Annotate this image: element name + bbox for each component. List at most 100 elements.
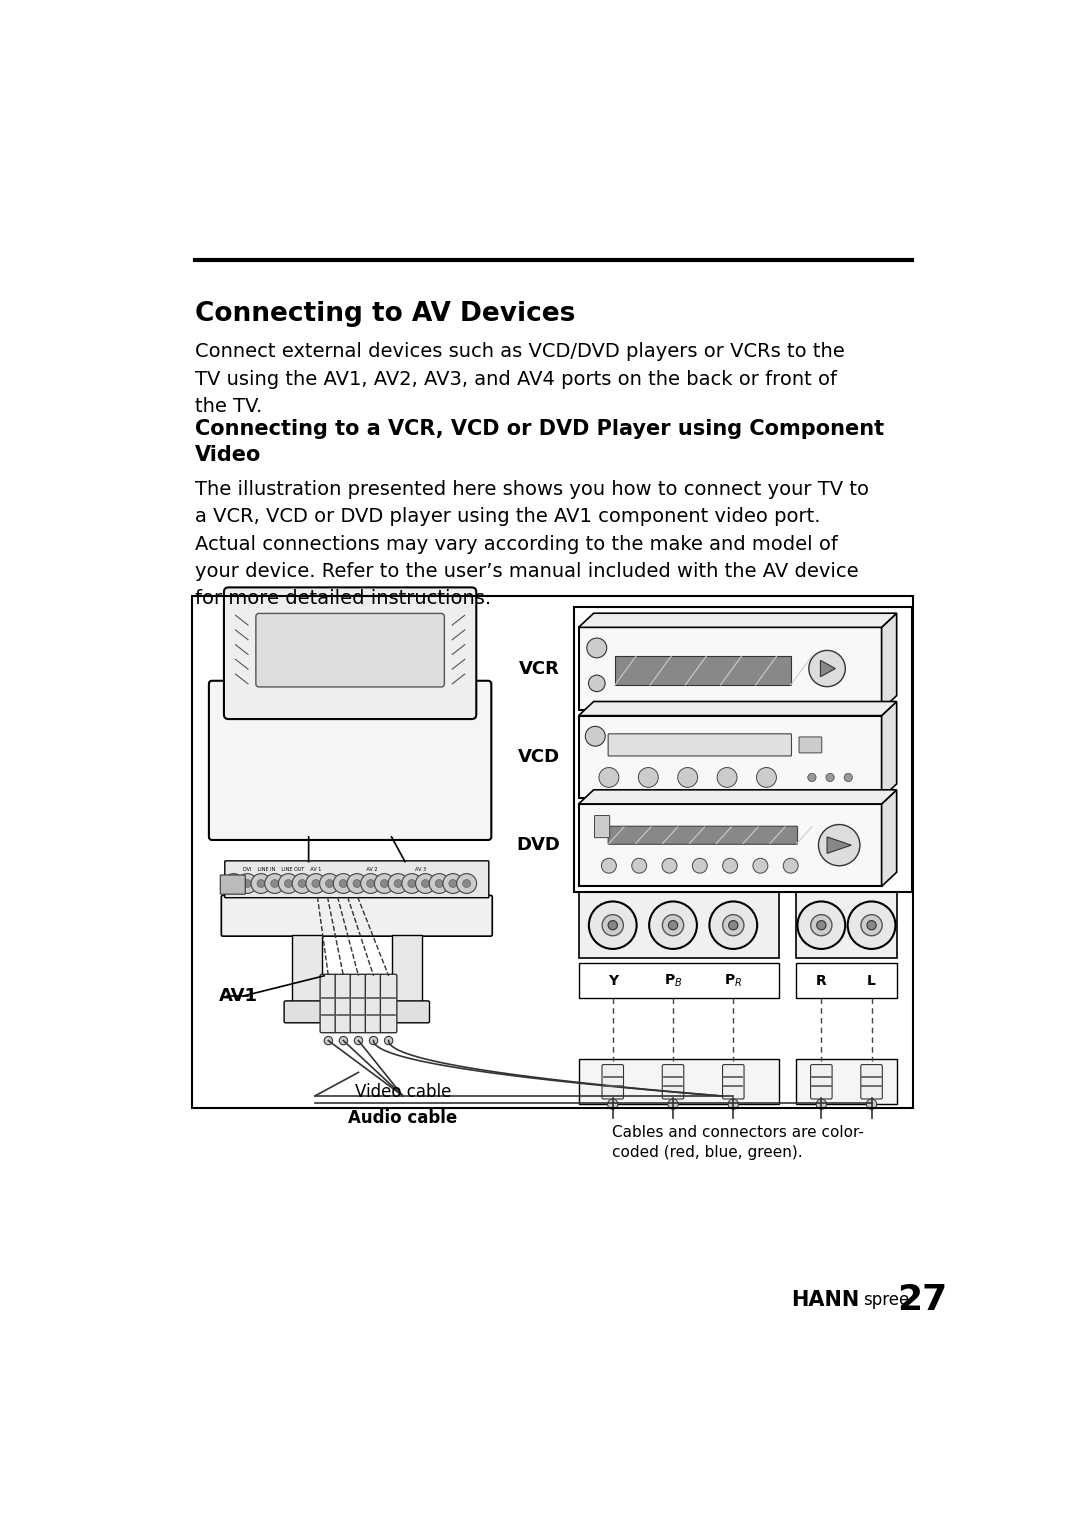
- Text: Connecting to AV Devices: Connecting to AV Devices: [195, 301, 576, 327]
- Text: Connecting to a VCR, VCD or DVD Player using Component
Video: Connecting to a VCR, VCD or DVD Player u…: [195, 419, 885, 465]
- Circle shape: [797, 902, 846, 950]
- Circle shape: [369, 1037, 378, 1044]
- Polygon shape: [881, 790, 896, 887]
- Text: Connect external devices such as VCD/DVD players or VCRs to the
TV using the AV1: Connect external devices such as VCD/DVD…: [195, 342, 845, 416]
- Circle shape: [347, 873, 367, 893]
- FancyBboxPatch shape: [811, 1064, 832, 1099]
- Bar: [579, 963, 780, 998]
- Circle shape: [649, 902, 697, 950]
- Circle shape: [692, 858, 707, 873]
- Circle shape: [608, 920, 618, 930]
- Circle shape: [457, 873, 476, 893]
- FancyBboxPatch shape: [602, 1064, 623, 1099]
- Text: VCR: VCR: [519, 659, 561, 677]
- Circle shape: [848, 902, 895, 950]
- FancyBboxPatch shape: [335, 974, 352, 1032]
- FancyBboxPatch shape: [799, 737, 822, 752]
- Circle shape: [809, 650, 846, 687]
- Text: 27: 27: [896, 1283, 947, 1316]
- Circle shape: [756, 768, 777, 787]
- Circle shape: [710, 902, 757, 950]
- Circle shape: [284, 879, 293, 887]
- Circle shape: [602, 858, 617, 873]
- FancyBboxPatch shape: [380, 974, 396, 1032]
- Circle shape: [320, 873, 339, 893]
- Circle shape: [334, 873, 353, 893]
- Circle shape: [585, 726, 605, 746]
- Circle shape: [811, 914, 832, 936]
- Circle shape: [753, 858, 768, 873]
- Circle shape: [783, 858, 798, 873]
- Bar: [796, 893, 896, 959]
- Bar: [392, 934, 422, 1011]
- FancyBboxPatch shape: [384, 1001, 430, 1023]
- Circle shape: [808, 774, 816, 781]
- Circle shape: [662, 858, 677, 873]
- FancyBboxPatch shape: [861, 1064, 882, 1099]
- Circle shape: [298, 879, 306, 887]
- Polygon shape: [881, 702, 896, 798]
- Circle shape: [312, 879, 320, 887]
- Circle shape: [243, 879, 252, 887]
- Circle shape: [667, 1099, 678, 1109]
- Polygon shape: [827, 836, 851, 853]
- FancyBboxPatch shape: [320, 974, 337, 1032]
- Circle shape: [238, 873, 257, 893]
- Circle shape: [361, 873, 380, 893]
- Circle shape: [717, 768, 737, 787]
- FancyBboxPatch shape: [579, 716, 881, 798]
- Circle shape: [306, 873, 326, 893]
- Circle shape: [271, 879, 279, 887]
- Text: HANN: HANN: [791, 1289, 859, 1310]
- Circle shape: [669, 920, 677, 930]
- FancyBboxPatch shape: [594, 815, 610, 838]
- Circle shape: [388, 873, 408, 893]
- FancyBboxPatch shape: [284, 1001, 329, 1023]
- Circle shape: [339, 1037, 348, 1044]
- Circle shape: [449, 879, 457, 887]
- Circle shape: [589, 902, 636, 950]
- FancyBboxPatch shape: [608, 734, 792, 755]
- Circle shape: [257, 879, 265, 887]
- Circle shape: [462, 879, 471, 887]
- Circle shape: [662, 914, 684, 936]
- Circle shape: [443, 873, 463, 893]
- Text: Y: Y: [608, 974, 618, 988]
- Circle shape: [589, 676, 605, 691]
- Circle shape: [435, 879, 443, 887]
- Circle shape: [367, 879, 375, 887]
- Circle shape: [729, 920, 738, 930]
- FancyBboxPatch shape: [208, 680, 491, 839]
- FancyBboxPatch shape: [225, 861, 489, 898]
- Circle shape: [819, 824, 860, 865]
- Polygon shape: [579, 613, 896, 627]
- FancyBboxPatch shape: [224, 587, 476, 719]
- FancyBboxPatch shape: [608, 826, 797, 844]
- FancyBboxPatch shape: [723, 1064, 744, 1099]
- Polygon shape: [579, 790, 896, 804]
- Circle shape: [251, 873, 271, 893]
- Circle shape: [354, 1037, 363, 1044]
- FancyBboxPatch shape: [220, 875, 245, 894]
- FancyBboxPatch shape: [365, 974, 382, 1032]
- Circle shape: [408, 879, 416, 887]
- Circle shape: [293, 873, 312, 893]
- FancyBboxPatch shape: [579, 804, 881, 887]
- Polygon shape: [821, 661, 835, 677]
- Bar: [192, 595, 914, 1107]
- Circle shape: [861, 914, 882, 936]
- Circle shape: [866, 1099, 877, 1109]
- Circle shape: [638, 768, 658, 787]
- FancyBboxPatch shape: [221, 896, 492, 936]
- Text: Audio cable: Audio cable: [348, 1109, 458, 1127]
- Text: L: L: [867, 974, 876, 988]
- Circle shape: [608, 1099, 618, 1109]
- FancyBboxPatch shape: [256, 613, 444, 687]
- Circle shape: [324, 1037, 333, 1044]
- Circle shape: [603, 914, 623, 936]
- Circle shape: [867, 920, 876, 930]
- Bar: [575, 607, 912, 893]
- Bar: [796, 1060, 896, 1104]
- Text: VCD: VCD: [518, 748, 561, 766]
- Text: spree: spree: [863, 1290, 909, 1309]
